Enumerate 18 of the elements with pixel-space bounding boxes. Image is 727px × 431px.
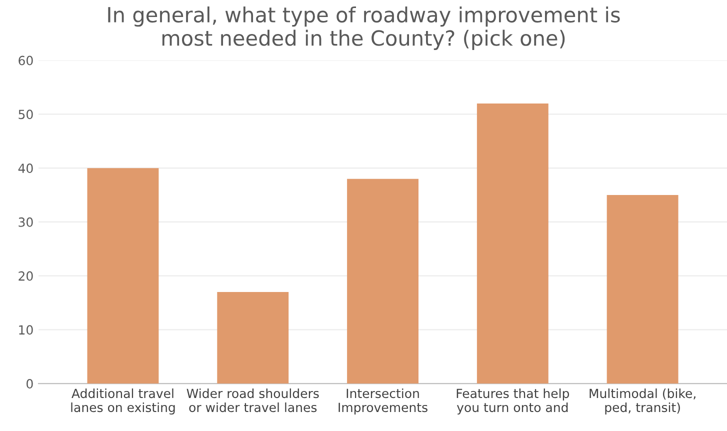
y-tick-label: 40 (18, 164, 33, 174)
chart-title: In general, what type of roadway improvement is most needed in the County? (pick one) (108, 6, 620, 50)
y-tick-label: 60 (18, 56, 33, 66)
bar (217, 292, 289, 384)
bar (606, 195, 678, 384)
x-tick-label: Features that help you turn onto and (456, 388, 570, 415)
y-tick-label: 0 (26, 379, 33, 389)
y-tick-label: 20 (18, 271, 33, 281)
y-tick-label: 30 (18, 217, 33, 227)
bar (347, 178, 418, 384)
x-tick-label: Multimodal (bike, ped, transit) (590, 388, 696, 415)
x-tick-label: Wider road shoulders or wider travel lanes (186, 388, 319, 412)
x-tick-label: Intersection Improvements (338, 388, 428, 415)
bar (476, 103, 548, 384)
y-tick-label: 50 (18, 110, 33, 120)
bar (87, 168, 159, 384)
x-tick-label: Additional travel lanes on existing (71, 388, 175, 415)
y-tick-label: 10 (19, 325, 33, 335)
